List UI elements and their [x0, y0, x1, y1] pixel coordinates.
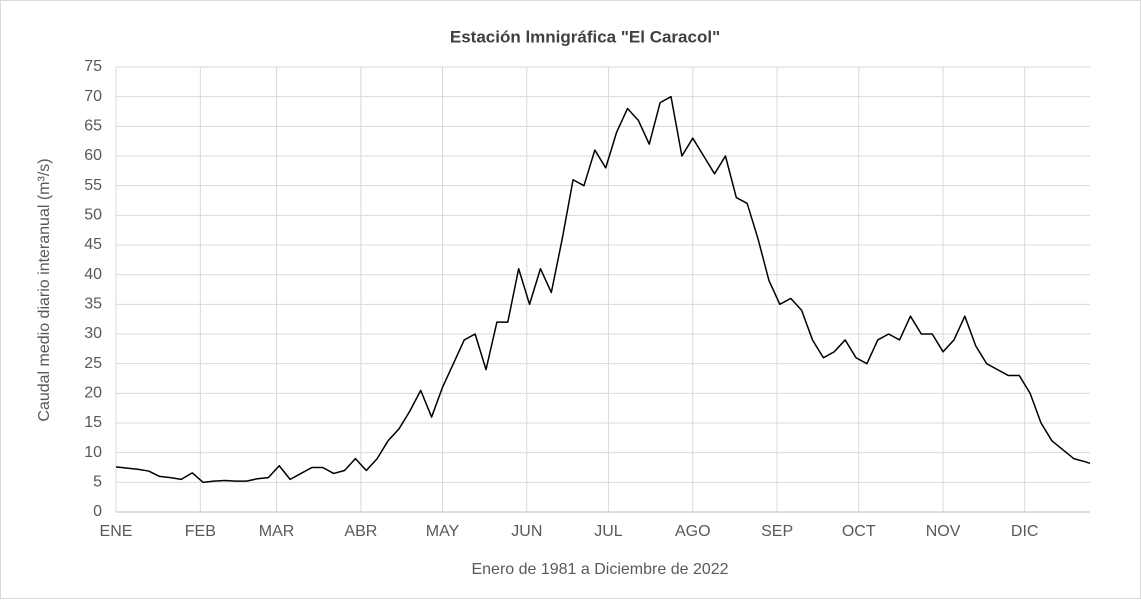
y-tick-label: 60: [84, 147, 102, 164]
y-tick-label: 35: [84, 296, 102, 313]
x-tick-label: FEB: [185, 523, 216, 540]
x-tick-label: AGO: [675, 523, 711, 540]
x-tick-label: SEP: [761, 523, 793, 540]
x-tick-label: MAR: [259, 523, 295, 540]
x-tick-label: JUL: [594, 523, 623, 540]
x-tick-label: NOV: [926, 523, 961, 540]
y-tick-label: 5: [93, 474, 102, 491]
x-tick-label: ABR: [344, 523, 377, 540]
y-tick-label: 20: [84, 385, 102, 402]
y-tick-label: 25: [84, 355, 102, 372]
y-tick-label: 55: [84, 177, 102, 194]
x-tick-label: DIC: [1011, 523, 1039, 540]
y-tick-label: 45: [84, 236, 102, 253]
y-tick-label: 15: [84, 414, 102, 431]
x-tick-label: MAY: [426, 523, 460, 540]
y-tick-label: 0: [93, 503, 102, 520]
y-tick-label: 10: [84, 444, 102, 461]
x-tick-label: ENE: [100, 523, 133, 540]
y-tick-label: 65: [84, 118, 102, 135]
y-tick-label: 30: [84, 325, 102, 342]
y-axis-label: Caudal medio diario interanual (m³/s): [36, 158, 53, 421]
data-line: [115, 95, 1091, 484]
x-tick-label: OCT: [842, 523, 876, 540]
y-tick-label: 40: [84, 266, 102, 283]
x-tick-label: JUN: [511, 523, 542, 540]
y-tick-label: 50: [84, 207, 102, 224]
y-tick-label: 75: [84, 58, 102, 75]
y-tick-label: 70: [84, 88, 102, 105]
chart-title: Estación lmnigráfica "El Caracol": [450, 27, 720, 46]
x-axis-label: Enero de 1981 a Diciembre de 2022: [471, 561, 728, 578]
